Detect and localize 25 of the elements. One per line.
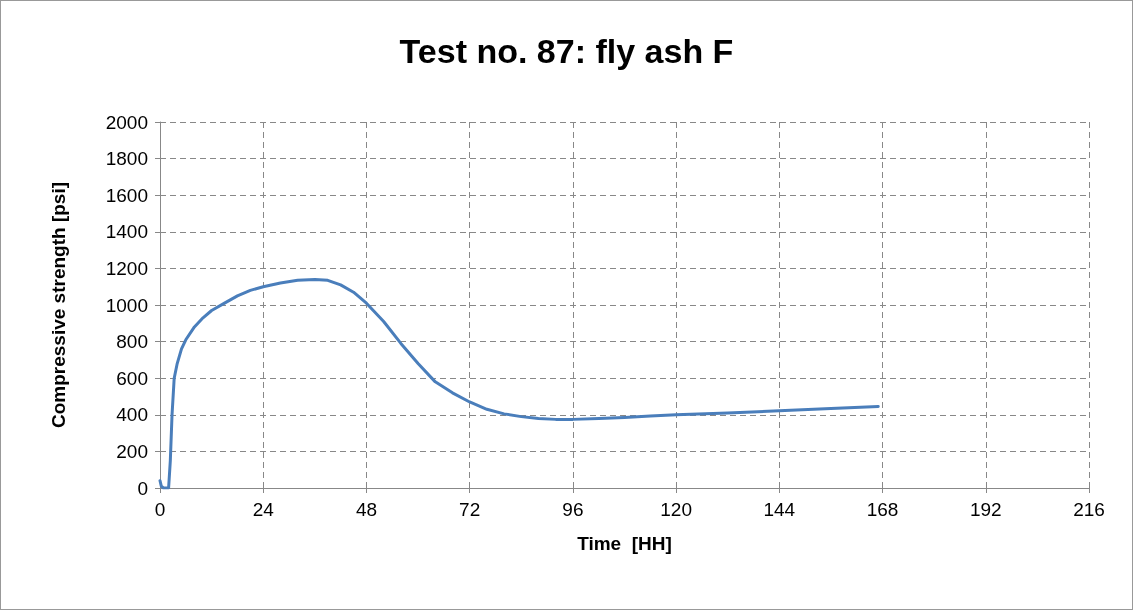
x-axis-title: Time [HH] [577,533,672,554]
y-tick-label: 1800 [105,148,148,170]
y-axis-title: Compressive strength [psi] [48,182,69,428]
x-tick-label: 192 [969,499,1002,520]
y-tick-label: 400 [116,404,148,426]
y-tick-label: 1000 [105,294,148,316]
x-tick-label: 120 [660,499,692,520]
chart-title: Test no. 87: fly ash F [399,32,734,70]
y-tick-label: 200 [116,440,148,462]
x-tick-label: 48 [355,499,378,520]
y-tick-label: 1400 [105,221,148,243]
x-tick-label: 216 [1073,499,1105,520]
x-tick-label: 96 [562,499,584,520]
x-tick-label: 144 [763,499,796,520]
y-tick-label: 600 [116,367,148,389]
y-tick-label: 2000 [105,111,148,133]
y-tick-label: 1600 [105,184,148,206]
y-tick-label: 1200 [105,257,148,279]
y-tick-label: 0 [137,477,148,499]
x-tick-label: 168 [866,499,899,520]
x-tick-label: 24 [252,499,275,520]
line-series [158,277,880,490]
x-tick-label: 72 [459,499,481,520]
y-tick-label: 800 [116,331,148,353]
x-tick-label: 0 [154,499,166,520]
